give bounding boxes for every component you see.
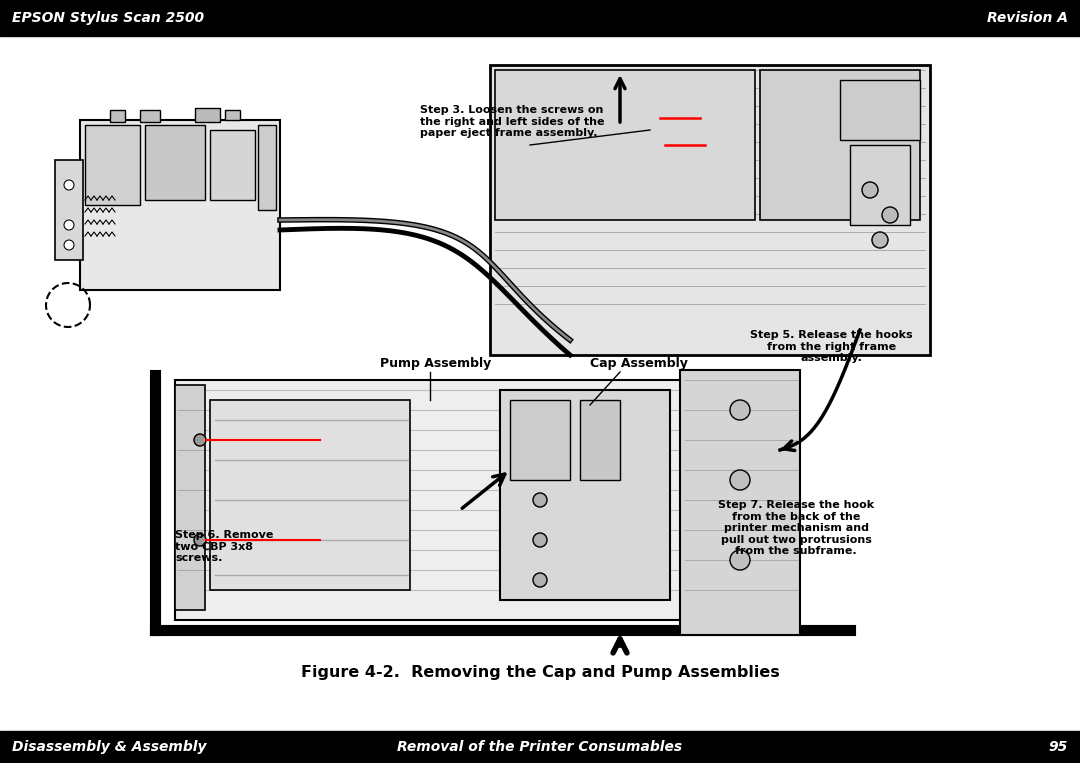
Circle shape	[730, 400, 750, 420]
Text: Pump Assembly: Pump Assembly	[380, 357, 491, 370]
Text: Cap Assembly: Cap Assembly	[590, 357, 688, 370]
Text: 95: 95	[1049, 740, 1068, 754]
Bar	[258, 125, 276, 210]
Text: Step 5. Release the hooks
from the right frame
assembly.: Step 5. Release the hooks from the right…	[750, 330, 913, 363]
Bar	[110, 110, 125, 122]
Circle shape	[194, 434, 206, 446]
Bar	[510, 400, 570, 480]
Bar	[85, 125, 140, 205]
Bar	[145, 125, 205, 200]
Bar	[500, 390, 670, 600]
Bar	[680, 370, 800, 635]
Circle shape	[64, 240, 75, 250]
Text: Revision A: Revision A	[987, 11, 1068, 25]
Bar	[225, 110, 240, 120]
Bar	[210, 400, 410, 590]
Bar	[80, 120, 280, 290]
Bar	[140, 110, 160, 122]
Circle shape	[194, 534, 206, 546]
Circle shape	[872, 232, 888, 248]
Bar	[195, 108, 220, 122]
Circle shape	[64, 180, 75, 190]
Circle shape	[534, 533, 546, 547]
Text: EPSON Stylus Scan 2500: EPSON Stylus Scan 2500	[12, 11, 204, 25]
Circle shape	[64, 220, 75, 230]
Text: Step 6. Remove
two CBP 3x8
screws.: Step 6. Remove two CBP 3x8 screws.	[175, 530, 273, 563]
Bar	[760, 70, 920, 220]
Circle shape	[534, 493, 546, 507]
Bar	[175, 380, 765, 620]
Circle shape	[730, 470, 750, 490]
Text: Step 3. Loosen the screws on
the right and left sides of the
paper eject frame a: Step 3. Loosen the screws on the right a…	[420, 105, 605, 138]
Bar	[495, 70, 755, 220]
Bar	[210, 130, 255, 200]
Bar	[580, 400, 620, 480]
Text: Disassembly & Assembly: Disassembly & Assembly	[12, 740, 206, 754]
Text: Removal of the Printer Consumables: Removal of the Printer Consumables	[397, 740, 683, 754]
Bar	[55, 160, 83, 260]
Text: Figure 4-2.  Removing the Cap and Pump Assemblies: Figure 4-2. Removing the Cap and Pump As…	[300, 665, 780, 680]
Bar	[490, 65, 930, 355]
Bar	[840, 80, 920, 140]
Text: Step 7. Release the hook
from the back of the
printer mechanism and
pull out two: Step 7. Release the hook from the back o…	[718, 500, 874, 556]
Circle shape	[882, 207, 897, 223]
Circle shape	[862, 182, 878, 198]
Circle shape	[534, 573, 546, 587]
Bar	[850, 145, 910, 225]
Circle shape	[730, 550, 750, 570]
Bar	[175, 385, 205, 610]
